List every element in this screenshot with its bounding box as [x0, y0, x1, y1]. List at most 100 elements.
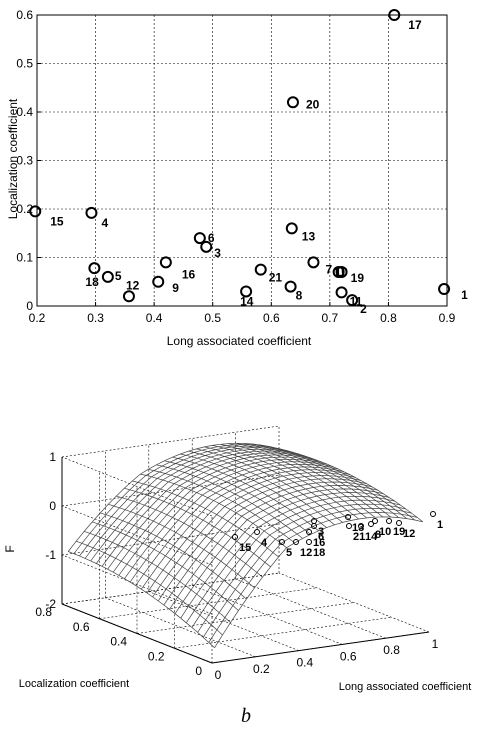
surface-point-label: 5 — [286, 547, 292, 559]
data-point — [85, 206, 98, 219]
x-axis-label-a: Long associated coefficient — [167, 334, 312, 348]
surface-point-label: 12 — [300, 547, 312, 559]
back-wall-grid-z — [61, 425, 280, 458]
point-label: 13 — [302, 229, 316, 243]
y-tick-label: 0.3 — [16, 154, 33, 168]
x-tick-label-b: 0 — [215, 668, 222, 682]
surface-point-marker — [358, 523, 364, 529]
x-tick-label: 0.9 — [439, 311, 456, 325]
point-label: 5 — [115, 269, 122, 283]
y-tick-label-b: 0.6 — [73, 620, 90, 634]
surface-point-label: 12 — [403, 528, 415, 540]
surface-point-label: 14 — [365, 531, 378, 543]
x-tick-label: 0.8 — [380, 311, 397, 325]
surface-point-label: 21 — [353, 531, 365, 543]
surface-point-marker — [232, 534, 238, 540]
y-tick-label-b: 0.2 — [148, 649, 165, 663]
surface-mesh-line — [152, 475, 361, 598]
plot-frame-a — [36, 14, 448, 307]
surface-point-marker — [346, 523, 352, 529]
data-point — [285, 222, 298, 235]
z-axis-label-b: F — [3, 545, 17, 552]
data-point — [307, 256, 320, 269]
data-point — [200, 240, 213, 253]
point-label: 17 — [408, 18, 422, 32]
floor-grid-x — [235, 578, 386, 639]
surface-mesh-b — [67, 442, 424, 649]
surface-mesh-line — [124, 461, 333, 579]
surface-mesh-line — [107, 454, 316, 570]
surface-point-marker — [306, 529, 312, 535]
surface-mesh-line — [118, 458, 328, 576]
grid-a — [36, 14, 448, 307]
surface-point-label: 6 — [318, 531, 324, 543]
surface-mesh-line — [186, 495, 395, 623]
surface-mesh-line — [96, 450, 305, 564]
left-wall-grid-z — [61, 554, 213, 615]
surface-mesh-line — [202, 507, 412, 638]
surface-point-marker — [345, 514, 351, 520]
surface-mesh-line — [84, 531, 231, 623]
surface-mesh-line — [172, 456, 319, 532]
point-label: 2 — [360, 302, 367, 316]
point-label: 20 — [306, 97, 320, 111]
surface-point-label: 10 — [379, 526, 391, 538]
data-point — [159, 256, 172, 269]
floor-grid-x — [105, 597, 256, 658]
surface-point-label: 4 — [261, 537, 268, 549]
surface-mesh-line — [204, 446, 351, 521]
surface-mesh-line — [276, 447, 424, 523]
x-axis-label-b: Long associated coefficient — [339, 681, 472, 693]
y-tick-label: 0 — [26, 299, 33, 313]
surface-point-marker — [386, 518, 392, 524]
tick-labels-a: 0.2 0.3 0.4 0.5 0.6 0.7 0.8 0.9 0 0.1 0.2 0.3 0.4 0.5… — [16, 8, 455, 325]
y-tick-label: 0.4 — [16, 105, 33, 119]
surface-point-label: 13 — [352, 522, 364, 534]
floor-grid-y — [136, 602, 355, 634]
surface-mesh-line — [135, 466, 345, 586]
surface-point-marker — [396, 520, 402, 526]
point-label: 19 — [351, 271, 365, 285]
surface-mesh-line — [157, 478, 367, 602]
x-tick-label-b: 0.8 — [383, 643, 400, 657]
y-tick-label: 0.2 — [16, 202, 33, 216]
surface-mesh-line — [180, 453, 327, 528]
surface-mesh-line — [212, 445, 359, 520]
surface-mesh-line — [129, 463, 339, 583]
x-tick-label: 0.6 — [263, 311, 280, 325]
surface-point-label: 19 — [393, 526, 405, 538]
data-point — [193, 232, 206, 245]
surface-mesh-line — [196, 448, 343, 523]
surface-point-marker — [430, 511, 436, 517]
surface-mesh-line — [220, 443, 367, 519]
floor-grid-y — [211, 631, 430, 664]
surface-mesh-line — [79, 445, 288, 557]
point-label: 3 — [214, 246, 221, 260]
surface-mesh-line — [236, 442, 383, 518]
z-tick-label-b: 0 — [49, 499, 56, 513]
scatter-chart-a: 0.2 0.3 0.4 0.5 0.6 0.7 0.8 0.9 0 0.1 0.2 0.3 0.4 0.5… — [6, 8, 468, 348]
data-point — [346, 294, 359, 307]
surface-point-marker — [279, 539, 285, 545]
surface-mesh-line — [268, 446, 416, 521]
surface-mesh-line — [252, 443, 399, 518]
x-tick-label: 0.3 — [87, 311, 104, 325]
surface-mesh-line — [164, 460, 311, 535]
surface-point-label: 18 — [313, 547, 325, 559]
z-tick-label-b: -1 — [45, 548, 56, 562]
surface-mesh-line — [67, 442, 277, 552]
surface-mesh-line — [260, 444, 408, 519]
data-point — [122, 290, 135, 303]
x-tick-label-b: 0.4 — [296, 656, 313, 670]
data-point — [152, 275, 165, 288]
surface-mesh-line — [108, 503, 255, 589]
data-point — [29, 205, 42, 218]
surface-mesh-line — [180, 492, 390, 619]
surface-mesh-line — [68, 551, 215, 649]
floor-grid-y — [99, 587, 317, 620]
surface-point-label: 15 — [239, 542, 251, 554]
x-tick-label: 0.2 — [29, 311, 46, 325]
surface-mesh-line — [84, 447, 294, 559]
surface-mesh-line — [90, 448, 300, 562]
